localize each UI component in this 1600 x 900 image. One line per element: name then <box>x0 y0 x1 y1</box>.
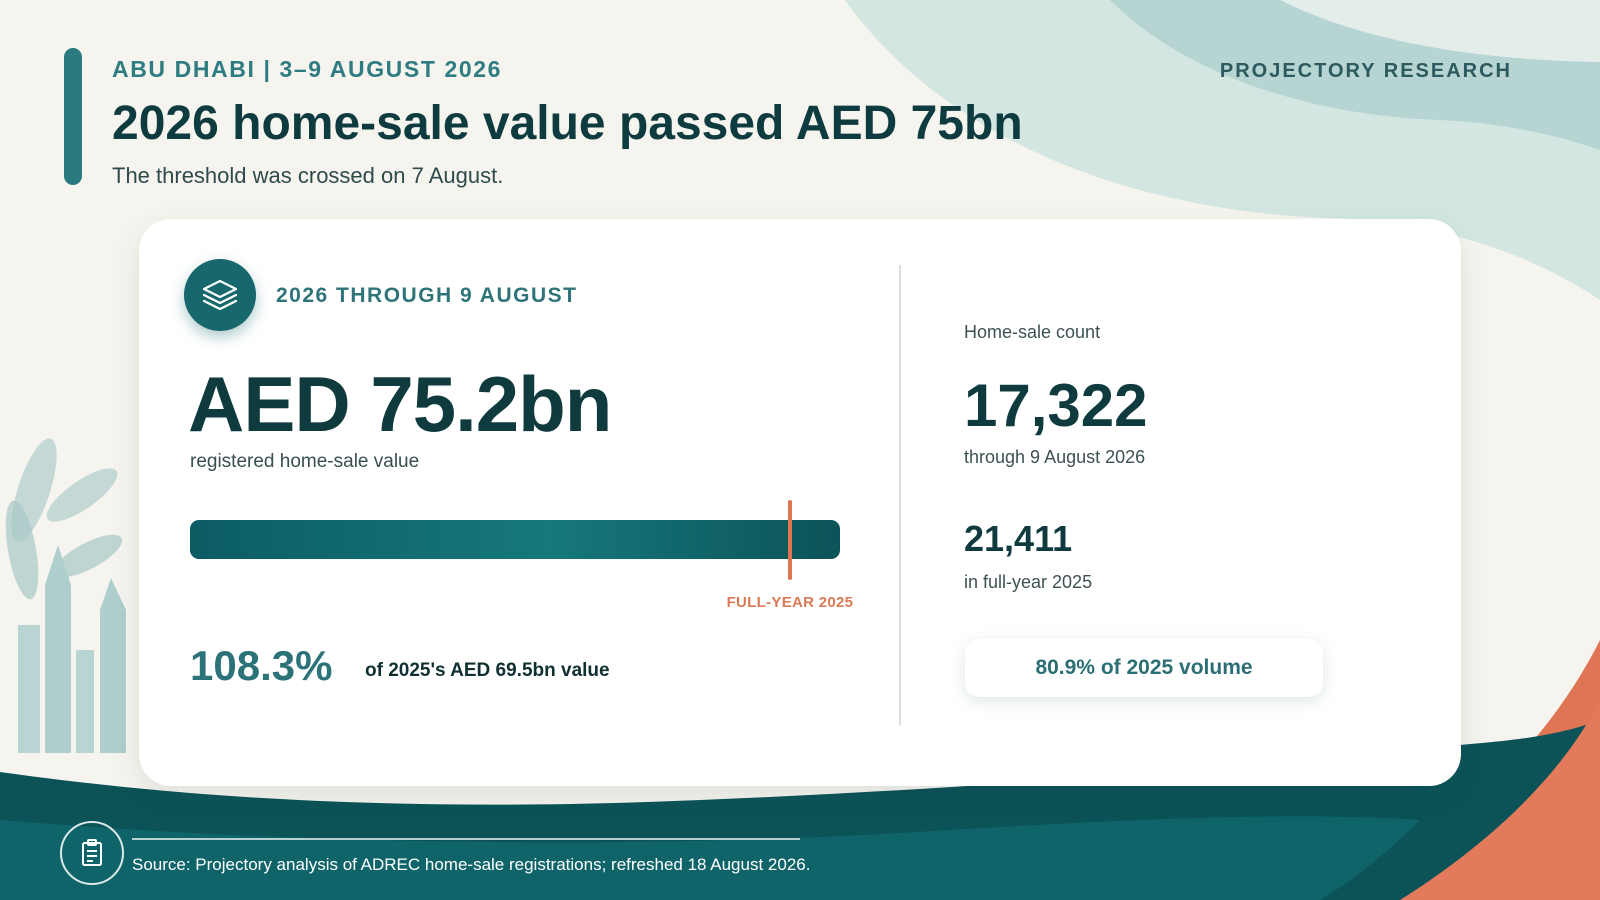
prev-year-caption: in full-year 2025 <box>964 572 1093 592</box>
leaf-shape <box>53 534 123 578</box>
skyline-tower <box>18 625 40 753</box>
footer-divider <box>132 838 800 840</box>
count-label: Home-sale count <box>964 322 1101 342</box>
sale-value: AED 75.2bn <box>188 360 612 448</box>
location-date-kicker: ABU DHABI | 3–9 AUGUST 2026 <box>112 56 503 82</box>
summary-card: 2026 THROUGH 9 AUGUST AED 75.2bn registe… <box>139 219 1461 786</box>
bg-swoosh-pale <box>1280 0 1600 62</box>
skyline-spire <box>100 578 126 610</box>
sale-value-caption: registered home-sale value <box>190 451 420 472</box>
percent-of-2025-value: 108.3% <box>190 642 333 689</box>
card-divider <box>899 265 901 725</box>
skyline-spire <box>45 545 71 585</box>
bg-wave-orange-front <box>1400 700 1600 900</box>
progress-bar <box>190 520 840 559</box>
page-subtitle: The threshold was crossed on 7 August. <box>112 163 504 188</box>
leaf-shape <box>5 500 39 600</box>
skyline-tower <box>76 650 94 753</box>
count-value: 17,322 <box>964 372 1148 439</box>
period-label: 2026 THROUGH 9 AUGUST <box>276 284 578 307</box>
percent-caption: of 2025's AED 69.5bn value <box>365 660 610 681</box>
prev-year-count: 21,411 <box>964 518 1073 559</box>
page-title: 2026 home-sale value passed AED 75bn <box>112 97 1023 150</box>
count-caption: through 9 August 2026 <box>964 447 1146 467</box>
volume-badge: 80.9% of 2025 volume <box>965 639 1323 697</box>
skyline-tower <box>100 610 126 753</box>
progress-fill <box>190 520 840 559</box>
layers-icon <box>184 259 256 331</box>
full-year-marker-label: FULL-YEAR 2025 <box>726 594 854 611</box>
skyline-tower <box>45 585 71 753</box>
header-accent-bar <box>64 48 82 185</box>
source-note: Source: Projectory analysis of ADREC hom… <box>132 855 811 874</box>
bg-wave-teal <box>0 816 1420 900</box>
brand-name: PROJECTORY RESEARCH <box>1219 60 1512 82</box>
full-year-marker <box>787 500 792 580</box>
document-icon <box>60 821 124 885</box>
leaf-shape <box>46 468 118 522</box>
